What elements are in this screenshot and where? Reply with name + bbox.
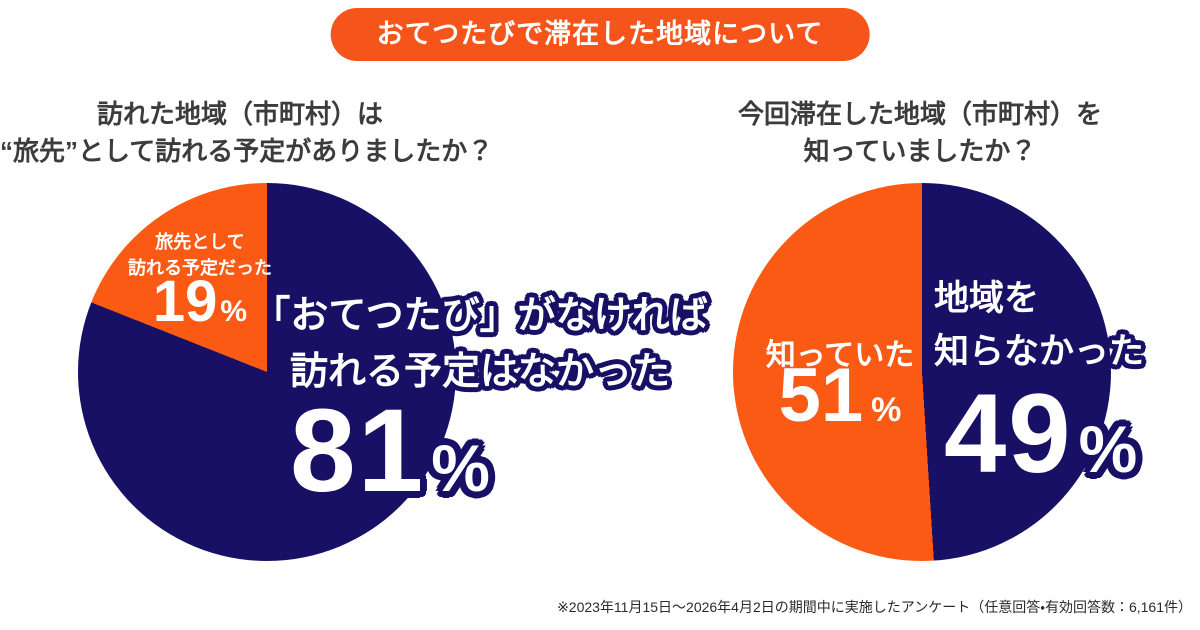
left-pie-navy-slice-label-line1: 「おてつたび」がなければ bbox=[252, 295, 708, 337]
right-pie-navy-slice-value: 49 % bbox=[944, 378, 1137, 490]
left-pie-orange-slice-label: 旅先として 訪れる予定だった bbox=[110, 229, 290, 281]
right-pie-navy-slice-label: 地域を 知らなかった bbox=[934, 272, 1144, 378]
survey-footnote: ※2023年11月15日〜2026年4月2日の期間中に実施したアンケート（任意回… bbox=[557, 599, 1192, 615]
right-pie-navy-slice-label-line2: 知らなかった bbox=[934, 332, 1145, 371]
left-pie-navy-slice-label-line2: 訪れる予定はなかった bbox=[289, 351, 670, 393]
pie-chart-left bbox=[78, 183, 456, 561]
right-pie-orange-slice-value: 51 % bbox=[755, 358, 925, 434]
right-pie-navy-value-number: 49 bbox=[944, 371, 1073, 496]
left-pie-orange-slice-label-line1: 旅先として bbox=[155, 232, 245, 252]
right-chart-title-line2: 知っていましたか？ bbox=[803, 136, 1037, 166]
left-pie-navy-percent-sign: % bbox=[431, 431, 490, 505]
header-badge: おてつたびで滞在した地域について bbox=[330, 8, 870, 61]
right-pie-orange-percent-sign: % bbox=[871, 391, 902, 429]
left-pie-orange-slice-label-line2: 訪れる予定だった bbox=[128, 258, 272, 278]
right-chart-title: 今回滞在した地域（市町村）を 知っていましたか？ bbox=[660, 96, 1180, 170]
right-pie-orange-slice-label: 知っていた bbox=[765, 339, 915, 372]
left-pie-orange-slice-value: 19 % bbox=[110, 273, 290, 331]
right-chart-title-line1: 今回滞在した地域（市町村）を bbox=[737, 99, 1102, 129]
left-chart-title: 訪れた地域（市町村）は “旅先”として訪れる予定がありましたか？ bbox=[0, 96, 494, 170]
left-chart-title-line1: 訪れた地域（市町村）は bbox=[96, 99, 383, 129]
left-pie-navy-value-number: 81 bbox=[290, 385, 426, 517]
header-badge-label: おてつたびで滞在した地域について bbox=[376, 19, 824, 49]
pie-chart-right bbox=[733, 183, 1111, 561]
right-pie-orange-value-number: 51 bbox=[778, 353, 864, 438]
right-pie-navy-slice-label-line1: 地域を bbox=[934, 279, 1040, 318]
left-chart-title-line2: “旅先”として訪れる予定がありましたか？ bbox=[0, 136, 494, 166]
left-pie-orange-percent-sign: % bbox=[220, 295, 248, 328]
left-pie-navy-slice-value: 81 % bbox=[290, 392, 490, 510]
left-pie-orange-value-number: 19 bbox=[152, 269, 218, 334]
left-pie-navy-slice-label: 「おてつたび」がなければ 訪れる予定はなかった bbox=[250, 288, 710, 400]
right-pie-navy-percent-sign: % bbox=[1078, 412, 1138, 486]
